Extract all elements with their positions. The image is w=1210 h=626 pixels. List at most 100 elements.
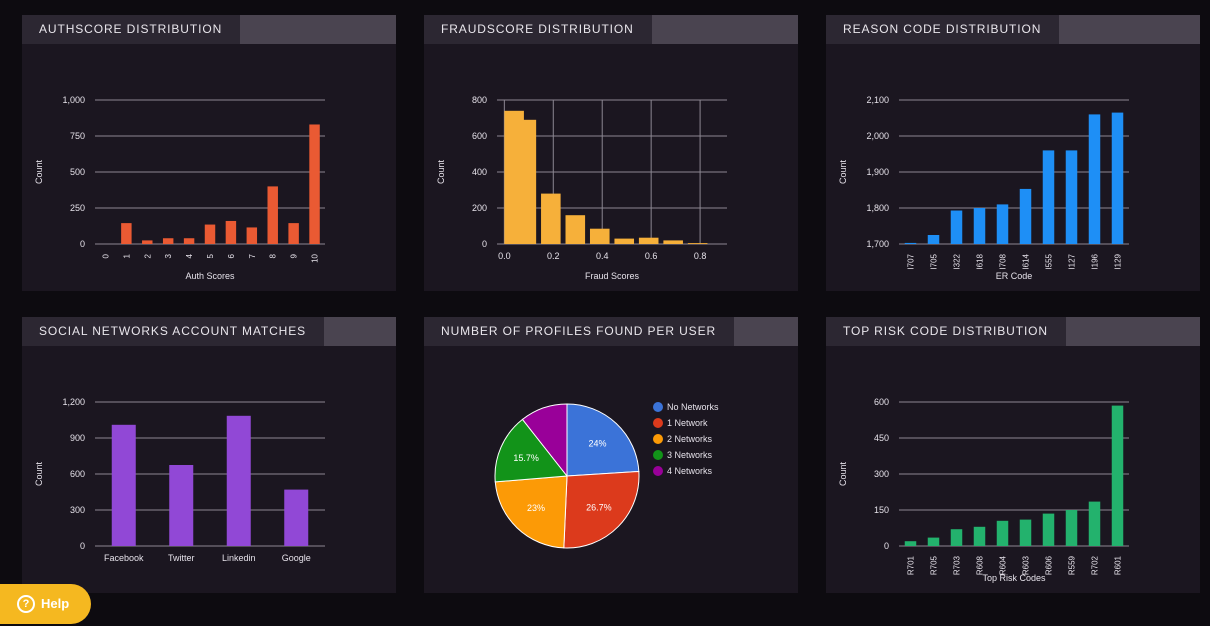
x-tick-label: I127 [1068,253,1077,269]
panel-header: FRAUDSCORE DISTRIBUTION [424,15,798,44]
pie-slice [566,403,640,477]
bar [284,489,309,546]
bar [1111,405,1124,546]
legend-marker [653,434,663,444]
x-tick-label: Google [282,553,311,563]
x-tick-label: 0.4 [596,251,609,261]
legend-label: 3 Networks [667,450,713,460]
x-tick-label: Twitter [168,553,195,563]
bar [614,238,635,244]
bar [183,238,195,244]
bar [162,238,174,244]
top-risk-code-chart: 0 150 300 450 600 Count R701 R705 R703 R608 R604 R6… [838,397,1129,583]
slice-label: 23% [527,503,545,513]
y-tick-label: 0 [80,541,85,551]
bar [1111,112,1124,244]
y-axis-label: Count [34,462,44,487]
y-tick-label: 800 [472,95,487,105]
pie-slice [494,475,568,549]
panel-header: NUMBER OF PROFILES FOUND PER USER [424,317,798,346]
bar [1088,114,1101,245]
x-tick-label: 0.2 [547,251,560,261]
y-tick-label: 1,000 [62,95,85,105]
bar [973,208,986,244]
x-tick-label: 2 [143,253,152,258]
x-tick-label: 6 [227,253,236,258]
legend-marker [653,402,663,412]
x-tick-label: I705 [930,253,939,269]
y-axis-label: Count [34,160,44,185]
x-axis-label: ER Code [996,271,1033,281]
x-tick-label: 7 [248,253,257,258]
pie-slice [563,470,640,549]
y-tick-label: 600 [70,469,85,479]
y-tick-label: 900 [70,433,85,443]
bar [1088,501,1101,546]
y-tick-label: 300 [70,505,85,515]
bar [1042,513,1055,546]
x-axis-label: Fraud Scores [585,271,640,281]
x-tick-label: 1 [122,253,131,258]
panel-header: AUTHSCORE DISTRIBUTION [22,15,396,44]
bar [169,465,194,546]
x-tick-label: R603 [1022,555,1031,575]
bar [142,240,153,244]
panel-title: NUMBER OF PROFILES FOUND PER USER [424,317,735,346]
bar [927,235,940,244]
bar [950,210,963,244]
profiles-pie-chart: 24% 26.7% 23% 15.7% No Networks 1 Network 2 Ne… [494,402,719,549]
panel-reason-code-distribution: REASON CODE DISTRIBUTION 1,700 1,800 1,900… [826,15,1200,291]
bar [638,237,659,244]
y-axis-label: Count [436,160,446,185]
bar [996,520,1009,546]
panel-header: SOCIAL NETWORKS ACCOUNT MATCHES [22,317,396,346]
x-tick-label: I708 [999,253,1008,269]
bar [516,119,537,244]
x-tick-label: Facebook [104,553,144,563]
bar [1042,150,1055,244]
bar [267,186,278,244]
x-tick-label: 5 [206,253,215,258]
legend-label: 1 Network [667,418,708,428]
x-tick-label: 0.8 [694,251,707,261]
x-tick-label: 4 [185,253,194,258]
authscore-chart: 0 250 500 750 1,000 Count 0 1 2 3 4 5 6 7 8 9 10 Auth Sco… [34,95,325,281]
y-tick-label: 750 [70,131,85,141]
x-tick-label: R705 [930,555,939,575]
x-tick-label: R606 [1045,555,1054,575]
y-tick-label: 1,800 [866,203,889,213]
bar [121,223,132,244]
x-tick-label: I614 [1022,253,1031,269]
y-tick-label: 2,100 [866,95,889,105]
bar [288,223,299,244]
bar [973,526,986,546]
panel-title: TOP RISK CODE DISTRIBUTION [826,317,1066,346]
y-tick-label: 2,000 [866,131,889,141]
slice-label: 15.7% [513,453,539,463]
y-tick-label: 250 [70,203,85,213]
help-label: Help [41,596,70,611]
y-tick-label: 1,700 [866,239,889,249]
bar [1065,510,1078,546]
panel-title: AUTHSCORE DISTRIBUTION [22,15,241,44]
y-tick-label: 200 [472,203,487,213]
y-tick-label: 450 [874,433,889,443]
help-button[interactable]: ? Help [0,584,91,624]
bar [1019,188,1032,244]
bar [226,415,251,546]
legend-marker [653,418,663,428]
legend-label: No Networks [667,402,719,412]
x-tick-label: R604 [999,555,1008,575]
y-tick-label: 600 [874,397,889,407]
bar [111,424,136,546]
x-tick-label: 10 [311,253,320,262]
x-tick-label: 0.0 [498,251,511,261]
x-tick-label: R601 [1114,555,1123,575]
x-tick-label: I322 [953,253,962,269]
panel-title: REASON CODE DISTRIBUTION [826,15,1060,44]
bar [927,537,940,546]
question-icon: ? [17,595,35,613]
x-tick-label: I555 [1045,253,1054,269]
y-tick-label: 600 [472,131,487,141]
y-tick-label: 1,200 [62,397,85,407]
